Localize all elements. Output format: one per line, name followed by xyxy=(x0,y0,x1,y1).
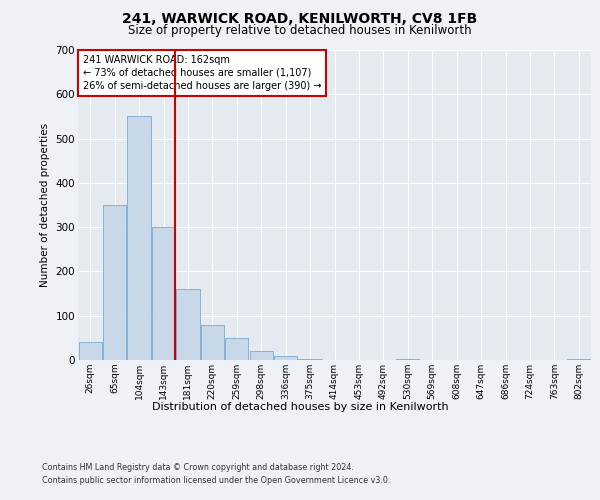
Text: Contains HM Land Registry data © Crown copyright and database right 2024.: Contains HM Land Registry data © Crown c… xyxy=(42,462,354,471)
Bar xyxy=(152,227,175,360)
Bar xyxy=(567,359,590,360)
Bar xyxy=(103,205,126,360)
Bar xyxy=(396,359,419,360)
Bar xyxy=(79,342,102,360)
Bar xyxy=(176,289,200,360)
Text: Contains public sector information licensed under the Open Government Licence v3: Contains public sector information licen… xyxy=(42,476,391,485)
Bar xyxy=(250,351,273,360)
Bar xyxy=(127,116,151,360)
Y-axis label: Number of detached properties: Number of detached properties xyxy=(40,123,50,287)
Text: 241 WARWICK ROAD: 162sqm
← 73% of detached houses are smaller (1,107)
26% of sem: 241 WARWICK ROAD: 162sqm ← 73% of detach… xyxy=(83,54,322,91)
Text: Size of property relative to detached houses in Kenilworth: Size of property relative to detached ho… xyxy=(128,24,472,37)
Bar xyxy=(274,356,297,360)
Text: Distribution of detached houses by size in Kenilworth: Distribution of detached houses by size … xyxy=(152,402,448,412)
Text: 241, WARWICK ROAD, KENILWORTH, CV8 1FB: 241, WARWICK ROAD, KENILWORTH, CV8 1FB xyxy=(122,12,478,26)
Bar xyxy=(298,359,322,360)
Bar xyxy=(201,324,224,360)
Bar xyxy=(225,338,248,360)
